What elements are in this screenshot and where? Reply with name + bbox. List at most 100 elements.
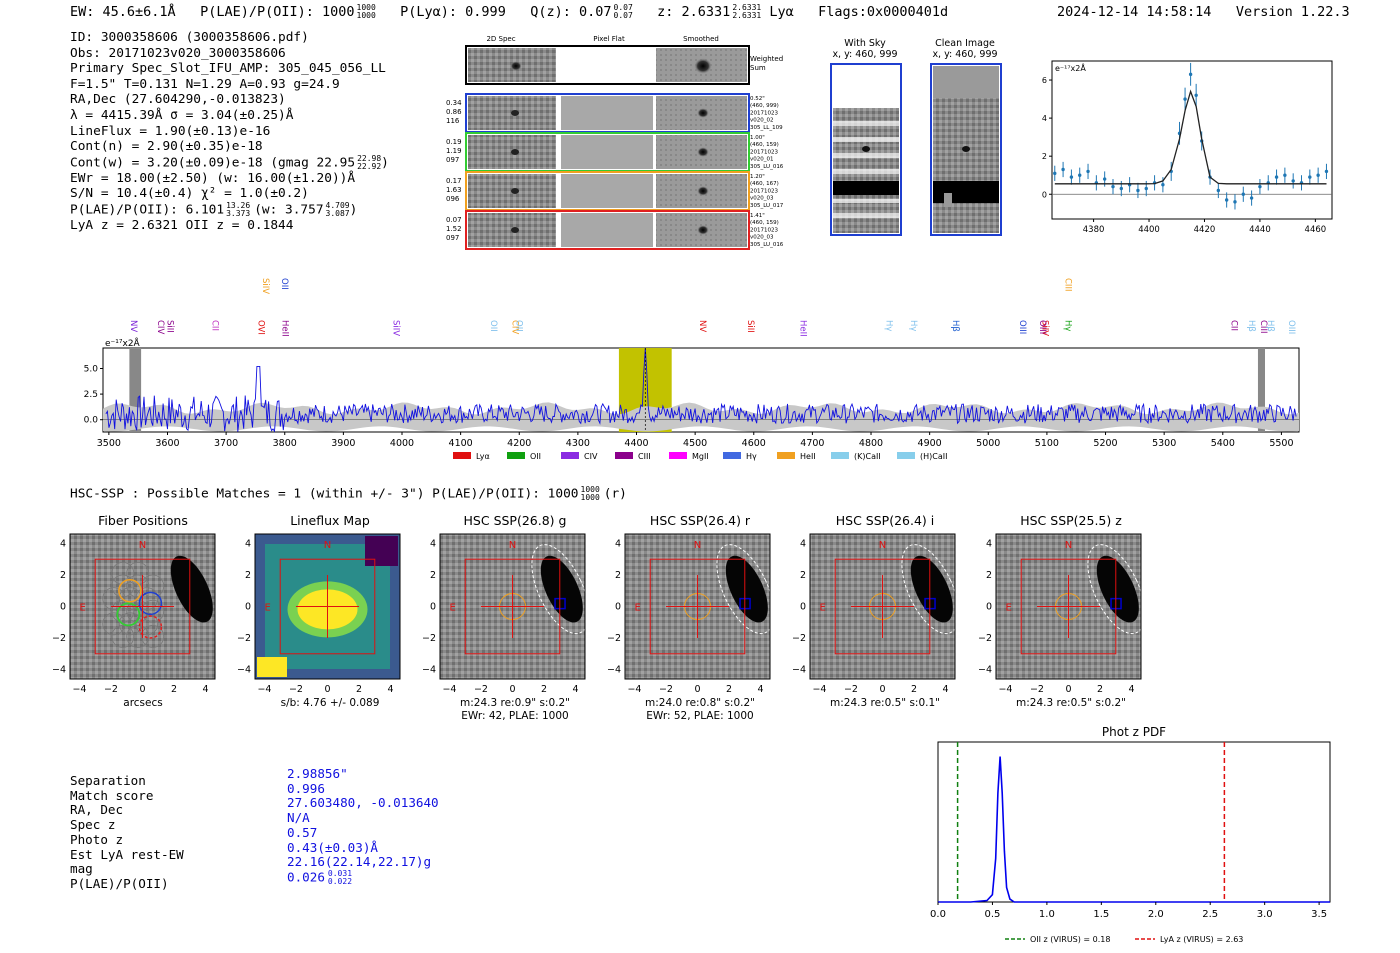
summary-value: 27.603480, -0.013640 (287, 795, 439, 811)
panel-caption: m:24.0 re:0.8" s:0.2" (645, 697, 755, 709)
header-plya: P(Lyα): 0.999 (400, 4, 506, 20)
panel-xtick-label: −2 (474, 684, 488, 695)
info-line: LyA z = 2.6321 OII z = 0.1844 (70, 218, 294, 234)
cutout-row-meta: 1.00" (750, 135, 765, 141)
info-line: Primary Spec_Slot_IFU_AMP: 305_045_056_L… (70, 61, 386, 77)
panel-xtick-label: 0 (879, 684, 885, 695)
fiber-circle (118, 612, 142, 636)
spectrum-line-label: CII (1229, 320, 1239, 331)
zoom-data-point (1183, 97, 1187, 101)
panel-box (649, 558, 746, 655)
info-plae-hi: 13.26 (226, 201, 251, 211)
header-plae-lo: 1000 (356, 11, 376, 20)
spectrum-xtick-label: 5300 (1152, 438, 1176, 449)
zoom-data-point (1053, 171, 1057, 176)
panel-ytick-label: 4 (800, 538, 806, 549)
panel-frame (254, 533, 401, 680)
spectrum-line-label: Hγ (908, 320, 918, 331)
spectrum-line-label: Hβ (950, 320, 960, 332)
clean-title-block: Clean Image x, y: 460, 999 (926, 38, 1004, 60)
spectrum-line-label: CIII (1258, 320, 1268, 333)
info-plae: P(LAE)/P(OII): 6.101 (70, 202, 225, 218)
weighted-label: Weighted (750, 55, 783, 63)
header-right: 2024-12-14 14:58:14 Version 1.22.3 (1057, 4, 1350, 20)
panel-ytick-label: −2 (792, 633, 806, 644)
panel-xtick-label: 2 (171, 684, 177, 695)
clean-title: Clean Image (935, 38, 995, 49)
spectrum-legend-label: (H)CaII (920, 452, 947, 461)
panel-galaxy (725, 555, 768, 623)
spectrum-ytick-label: 5.0 (84, 364, 99, 374)
panel-ytick-label: 2 (986, 570, 992, 581)
info-gmag-lo: 22.92 (357, 161, 382, 171)
panel-xtick-label: 2 (541, 684, 547, 695)
summary-label: Est LyA rest-EW (70, 846, 184, 862)
cutout-row-meta: 305_LU_016 (750, 164, 784, 170)
fiber-circle (111, 562, 135, 585)
spectrum-line-label: SiIV (260, 278, 270, 294)
summary-plae: 0.026 (287, 869, 325, 885)
cutout-row-meta: v020_02 (750, 118, 774, 124)
zoom-data-point (1224, 198, 1229, 202)
panel-xtick-label: −4 (442, 684, 456, 695)
fiber-circle (111, 574, 135, 598)
cutout-row-flat (561, 174, 653, 208)
with-sky-title-block: With Sky x, y: 460, 999 (826, 38, 904, 60)
info-line: F=1.5" T=0.131 N=1.29 A=0.93 g=24.9 (70, 76, 340, 92)
zoom-ytick-label: 4 (1042, 114, 1047, 123)
summary-plae-hi: 0.031 (327, 868, 353, 878)
spectrum-mask-right (1257, 348, 1265, 432)
photz-xtick-label: 1.0 (1039, 909, 1055, 920)
info-line: Obs: 20171023v020_3000358606 (70, 45, 286, 61)
panel: N E −4 −4 −2 −2 0 0 2 2 4 4 (52, 533, 216, 695)
panel-ytick-label: −4 (607, 665, 621, 676)
spectrum-line-label: OII (488, 320, 498, 332)
fiber-circle (118, 587, 142, 611)
panel-xtick-label: 0 (1065, 684, 1071, 695)
fiber-circle (111, 625, 135, 648)
hsc-header-hi: 1000 (580, 485, 600, 494)
panel: N E −4 −4 −2 −2 0 0 2 2 4 4 (978, 533, 1146, 695)
spectrum-legend-label: CIII (638, 452, 651, 461)
spectrum-line-label: NV (697, 320, 707, 332)
panel-galaxy-ellipse (531, 544, 590, 635)
panel-ytick-label: 4 (615, 538, 621, 549)
spectrum-xtick-label: 3500 (97, 438, 121, 449)
photz-title: Phot z PDF (1102, 725, 1166, 739)
zoom-data-point (1291, 179, 1295, 183)
spectrum-line-label: OIII (1017, 320, 1027, 334)
panel-ytick-label: 2 (60, 570, 66, 581)
spectrum-line-label: SiIV (1039, 320, 1049, 336)
panel-title: Lineflux Map (290, 513, 370, 528)
spectrum-xtick-label: 4500 (683, 438, 707, 449)
panel-frame (995, 533, 1142, 680)
spectrum-legend-label: HeII (800, 452, 816, 461)
panel-box (834, 558, 931, 655)
panel-ytick-label: 2 (430, 570, 436, 581)
spectrum-ylabel: e⁻¹⁷x2Å (105, 337, 141, 349)
spectrum-legend-label: CIV (584, 452, 598, 461)
panel-ytick-label: −2 (607, 633, 621, 644)
spectrum-xtick-label: 4000 (390, 438, 414, 449)
spectrum-line-label: HeII (279, 320, 289, 337)
spectrum-xtick-label: 4200 (507, 438, 531, 449)
panel-galaxy (1096, 555, 1139, 623)
panel-xtick-label: 0 (509, 684, 515, 695)
header-z-line: Lyα (769, 4, 794, 20)
spectrum-line-label: OII (513, 320, 523, 332)
cutout-row-num: 0.17 (446, 177, 462, 185)
panel-xtick-label: −2 (844, 684, 858, 695)
spectrum-xtick-label: 5100 (1035, 438, 1059, 449)
panel-title: HSC SSP(25.5) z (1020, 513, 1122, 528)
panel-east-label: E (264, 603, 270, 614)
summary-value: 0.996 (287, 780, 325, 796)
zoom-data-point (1111, 184, 1115, 189)
header-version: Version 1.22.3 (1235, 4, 1350, 20)
panel-box (1020, 558, 1117, 655)
panel-box (464, 558, 561, 655)
panel-caption: arcsecs (123, 697, 163, 709)
header-qz-lo: 0.07 (613, 11, 633, 20)
panel-caption: m:24.3 re:0.5" s:0.1" (830, 697, 940, 709)
spectrum-xtick-label: 5200 (1093, 438, 1117, 449)
hsc-header-lo: 1000 (580, 493, 600, 502)
